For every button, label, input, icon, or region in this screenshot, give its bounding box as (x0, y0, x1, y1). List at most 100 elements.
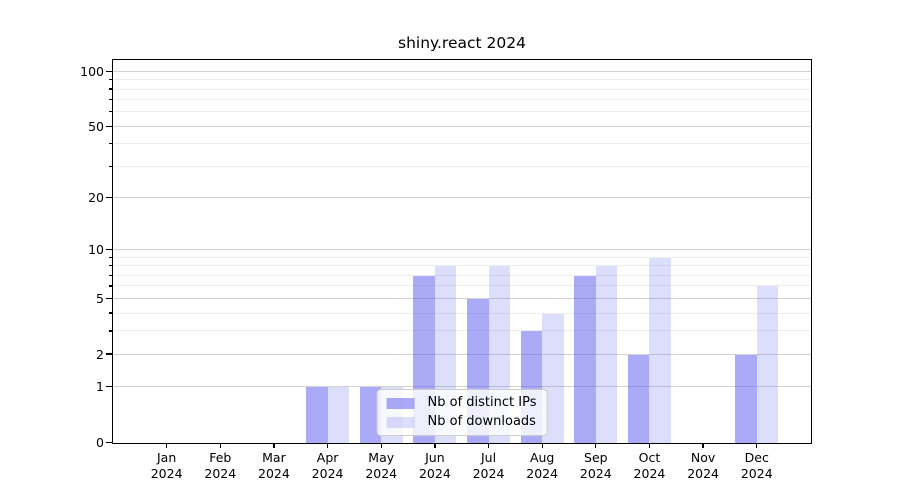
legend-item-distinct-ips: Nb of distinct IPs (386, 395, 537, 411)
x-tick-year-label: 2024 (472, 465, 505, 481)
x-axis-tick (326, 443, 329, 448)
y-tick-label: 0 (96, 434, 104, 450)
gridline-major (113, 197, 811, 199)
x-tick-year-label: 2024 (579, 465, 612, 481)
distinct-ips-bar (735, 354, 757, 443)
x-axis-tick (648, 443, 651, 448)
gridline-minor (113, 88, 811, 90)
x-axis-tick (273, 443, 275, 448)
gridline-minor (113, 312, 811, 314)
x-tick-year-label: 2024 (365, 465, 398, 481)
y-axis-minor-tick (108, 285, 112, 287)
x-tick-year-label: 2024 (204, 465, 237, 481)
y-tick-label: 5 (96, 290, 104, 306)
gridline-minor (113, 256, 811, 258)
plot-area: Nb of distinct IPs Nb of downloads (112, 59, 812, 444)
x-tick-label: Aug 2024 (510, 450, 574, 481)
y-axis-minor-tick (108, 165, 112, 167)
x-tick-label: Feb 2024 (188, 450, 252, 481)
y-tick-label: 2 (96, 346, 104, 362)
x-tick-label: Apr 2024 (296, 450, 360, 481)
downloads-bar (595, 266, 618, 443)
y-axis-tick (106, 353, 112, 355)
y-axis-minor-tick (108, 256, 112, 258)
x-tick-label: Jan 2024 (135, 450, 199, 481)
gridline-minor (113, 285, 811, 287)
x-axis-tick (595, 443, 597, 448)
distinct-ips-swatch (386, 397, 415, 409)
legend-label-downloads: Nb of downloads (427, 414, 536, 429)
y-axis-tick (106, 386, 112, 388)
gridline-minor (113, 265, 811, 267)
x-axis-tick (219, 443, 221, 448)
y-axis-minor-tick (108, 312, 112, 314)
x-tick-year-label: 2024 (418, 465, 451, 481)
distinct-ips-bar (306, 387, 328, 443)
gridline-major (113, 386, 811, 388)
x-tick-label: Dec 2024 (725, 450, 789, 481)
y-axis-tick (106, 297, 112, 299)
x-axis-tick (756, 443, 758, 448)
legend-label-distinct-ips: Nb of distinct IPs (427, 395, 537, 410)
legend-item-downloads: Nb of downloads (386, 414, 537, 430)
y-axis-tick (106, 125, 112, 127)
y-axis-minor-tick (108, 79, 112, 81)
y-tick-label: 20 (88, 189, 104, 205)
y-tick-label: 10 (88, 242, 104, 257)
gridline-minor (113, 111, 811, 113)
gridline-minor (113, 330, 811, 332)
x-tick-year-label: 2024 (687, 465, 719, 481)
gridline-minor (113, 274, 811, 276)
y-axis-minor-tick (108, 88, 112, 90)
distinct-ips-bar (574, 275, 596, 443)
gridline-minor (113, 79, 811, 81)
x-axis-tick (541, 443, 543, 448)
downloads-bar (542, 313, 564, 443)
x-tick-label: Oct 2024 (617, 450, 681, 481)
y-tick-label: 1 (96, 379, 104, 395)
y-axis-minor-tick (108, 330, 112, 332)
x-tick-label: Sep 2024 (564, 450, 628, 481)
downloads-swatch (386, 416, 415, 428)
gridline-major (113, 70, 811, 72)
x-tick-label: Mar 2024 (242, 450, 306, 481)
x-axis-tick (702, 443, 704, 448)
x-tick-label: May 2024 (349, 450, 413, 481)
gridline-minor (113, 99, 811, 101)
y-tick-label: 50 (88, 118, 104, 134)
legend: Nb of distinct IPs Nb of downloads (376, 389, 548, 436)
gridline-major (113, 249, 811, 251)
x-tick-year-label: 2024 (633, 465, 666, 481)
x-tick-label: Nov 2024 (671, 450, 735, 481)
gridline-major (113, 297, 811, 299)
y-axis-tick (106, 248, 112, 251)
distinct-ips-bar (359, 387, 382, 443)
y-axis-minor-tick (108, 98, 112, 101)
y-axis-minor-tick (108, 143, 112, 145)
gridline-minor (113, 165, 811, 167)
x-axis-tick (380, 443, 382, 448)
x-axis-tick (487, 443, 490, 448)
y-tick-label: 100 (80, 63, 104, 79)
y-axis-tick (106, 70, 112, 72)
x-tick-year-label: 2024 (311, 465, 344, 481)
x-tick-year-label: 2024 (526, 465, 559, 481)
downloads-bar (649, 257, 671, 443)
x-axis-tick (434, 443, 436, 448)
y-axis-tick (106, 196, 112, 199)
y-axis-minor-tick (108, 274, 112, 276)
downloads-bar (756, 286, 779, 443)
x-axis-tick (165, 443, 168, 448)
x-tick-year-label: 2024 (258, 465, 290, 481)
y-axis-minor-tick (108, 111, 112, 113)
gridline-major (113, 353, 811, 355)
x-tick-year-label: 2024 (740, 465, 773, 481)
x-tick-label: Jul 2024 (457, 450, 521, 481)
gridline-minor (113, 143, 811, 145)
gridline-major (113, 125, 811, 127)
downloads-bar (327, 387, 350, 443)
chart-title: shiny.react 2024 (398, 34, 526, 52)
y-axis-tick (106, 441, 112, 444)
distinct-ips-bar (627, 354, 650, 443)
